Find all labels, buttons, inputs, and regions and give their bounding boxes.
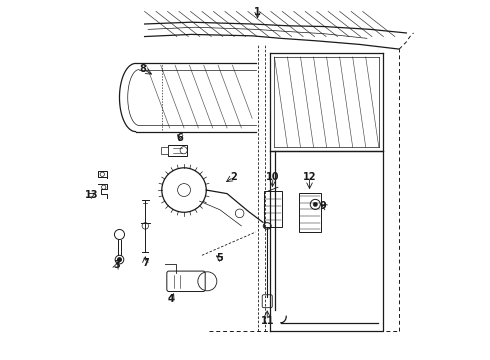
Text: 9: 9 (320, 201, 326, 211)
Circle shape (118, 258, 122, 261)
FancyBboxPatch shape (262, 295, 272, 308)
FancyBboxPatch shape (167, 271, 205, 292)
Text: 10: 10 (266, 172, 280, 182)
Text: 7: 7 (142, 258, 148, 268)
Text: 6: 6 (176, 133, 183, 143)
Bar (161, 147, 168, 154)
Text: 12: 12 (303, 172, 317, 182)
Text: 13: 13 (85, 190, 98, 200)
Text: 1: 1 (254, 7, 261, 17)
Bar (299, 193, 321, 232)
Text: 8: 8 (139, 64, 146, 74)
Circle shape (313, 202, 318, 207)
Text: 11: 11 (261, 316, 274, 325)
Text: 4: 4 (168, 294, 175, 304)
Text: 2: 2 (230, 172, 237, 182)
Text: 5: 5 (217, 253, 223, 263)
Bar (168, 145, 187, 156)
Bar (264, 192, 282, 227)
Text: 3: 3 (113, 260, 120, 270)
